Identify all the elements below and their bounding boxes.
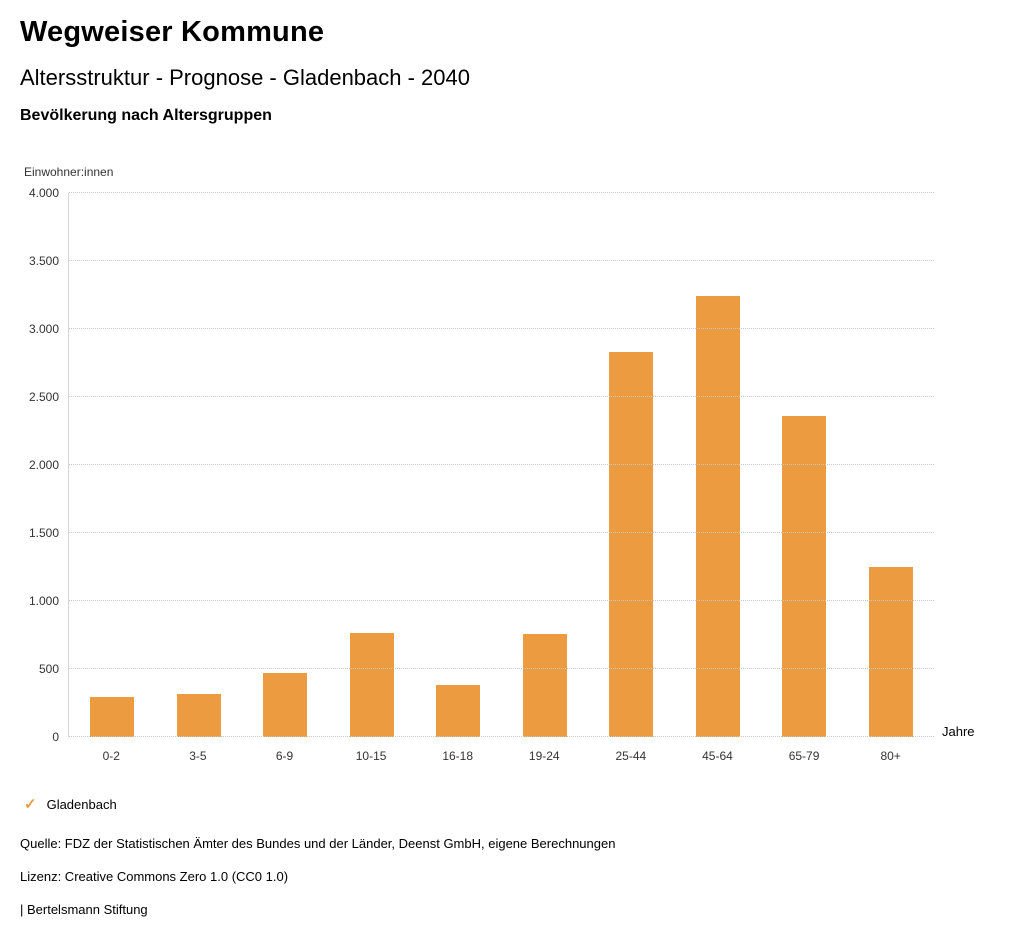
bar-chart: Einwohner:innen 0 500 1.000 1.500 2.000 2.500… — [20, 165, 1004, 763]
bars-row — [69, 193, 934, 737]
chart-subtitle: Bevölkerung nach Altersgruppen — [20, 107, 272, 124]
bar-19-24[interactable] — [522, 633, 567, 737]
legend-check-icon: ✓ — [24, 796, 37, 813]
x-tick-label: 16-18 — [442, 749, 474, 763]
x-tick-label: 0-2 — [102, 749, 120, 763]
gridline — [69, 532, 934, 533]
gridline — [69, 600, 934, 601]
attribution-text: | Bertelsmann Stiftung — [20, 902, 148, 917]
x-tick-label: 3-5 — [189, 749, 207, 763]
bar-45-64[interactable] — [695, 296, 740, 737]
x-tick-label: 45-64 — [702, 749, 733, 763]
bar-10-15[interactable] — [349, 632, 394, 737]
gridline — [69, 192, 934, 193]
gridline — [69, 464, 934, 465]
y-tick-label: 2.500 — [28, 390, 59, 404]
y-tick-label: 4.000 — [28, 186, 59, 200]
y-tick-label: 1.000 — [28, 594, 59, 608]
x-tick-label: 25-44 — [615, 749, 647, 763]
x-axis-title: Jahre — [942, 724, 975, 739]
gridline — [69, 736, 934, 737]
bar-16-18[interactable] — [436, 685, 481, 737]
bar-cell — [329, 193, 416, 737]
bar-cell — [502, 193, 589, 737]
bar-cell — [242, 193, 329, 737]
bar-cell — [156, 193, 243, 737]
bar-cell — [675, 193, 762, 737]
bar-65-79[interactable] — [782, 416, 827, 737]
page-title: Wegweiser Kommune — [20, 16, 325, 48]
bar-0-2[interactable] — [90, 696, 135, 737]
legend-item-gladenbach[interactable]: ✓ Gladenbach — [24, 797, 1004, 812]
y-tick-label: 0 — [52, 730, 59, 744]
y-tick-label: 3.500 — [28, 254, 59, 268]
legend-label: Gladenbach — [46, 797, 117, 812]
y-tick-label: 3.000 — [28, 322, 59, 336]
y-tick-label: 500 — [38, 662, 59, 676]
chart-title: Altersstruktur - Prognose - Gladenbach -… — [20, 65, 471, 90]
y-axis-title: Einwohner:innen — [24, 165, 114, 179]
bar-6-9[interactable] — [263, 673, 308, 737]
license-text: Lizenz: Creative Commons Zero 1.0 (CC0 1… — [20, 869, 289, 884]
x-tick-label: 80+ — [880, 749, 901, 763]
gridline — [69, 328, 934, 329]
x-tick-label: 65-79 — [788, 749, 820, 763]
plot-area: 0 500 1.000 1.500 2.000 2.500 3.000 3.500 4.000 — [29, 186, 934, 744]
bar-cell — [848, 193, 935, 737]
gridline — [69, 396, 934, 397]
bar-cell — [588, 193, 675, 737]
y-tick-label: 2.000 — [28, 458, 59, 472]
bar-cell — [69, 193, 156, 737]
x-tick-label: 6-9 — [275, 749, 294, 763]
bar-25-44[interactable] — [609, 352, 654, 737]
gridline — [69, 668, 934, 669]
gridline — [69, 260, 934, 261]
y-tick-label: 1.500 — [28, 526, 59, 540]
x-tick-label: 10-15 — [355, 749, 387, 763]
source-text: Quelle: FDZ der Statistischen Ämter des … — [20, 836, 616, 851]
footer: Quelle: FDZ der Statistischen Ämter des … — [20, 836, 1004, 917]
bar-3-5[interactable] — [176, 694, 221, 737]
x-axis-labels: 0-2 3-5 6-9 10-15 16-18 19-24 25-44 45-64 65-79 8… — [68, 749, 934, 763]
x-tick-label: 19-24 — [528, 749, 560, 763]
bar-80+[interactable] — [868, 567, 913, 737]
plot-wrap: 0 500 1.000 1.500 2.000 2.500 3.000 3.500 4.000 … — [29, 186, 975, 763]
page: Wegweiser Kommune Altersstruktur - Progn… — [20, 16, 1004, 917]
bar-cell — [415, 193, 502, 737]
bar-cell — [761, 193, 848, 737]
